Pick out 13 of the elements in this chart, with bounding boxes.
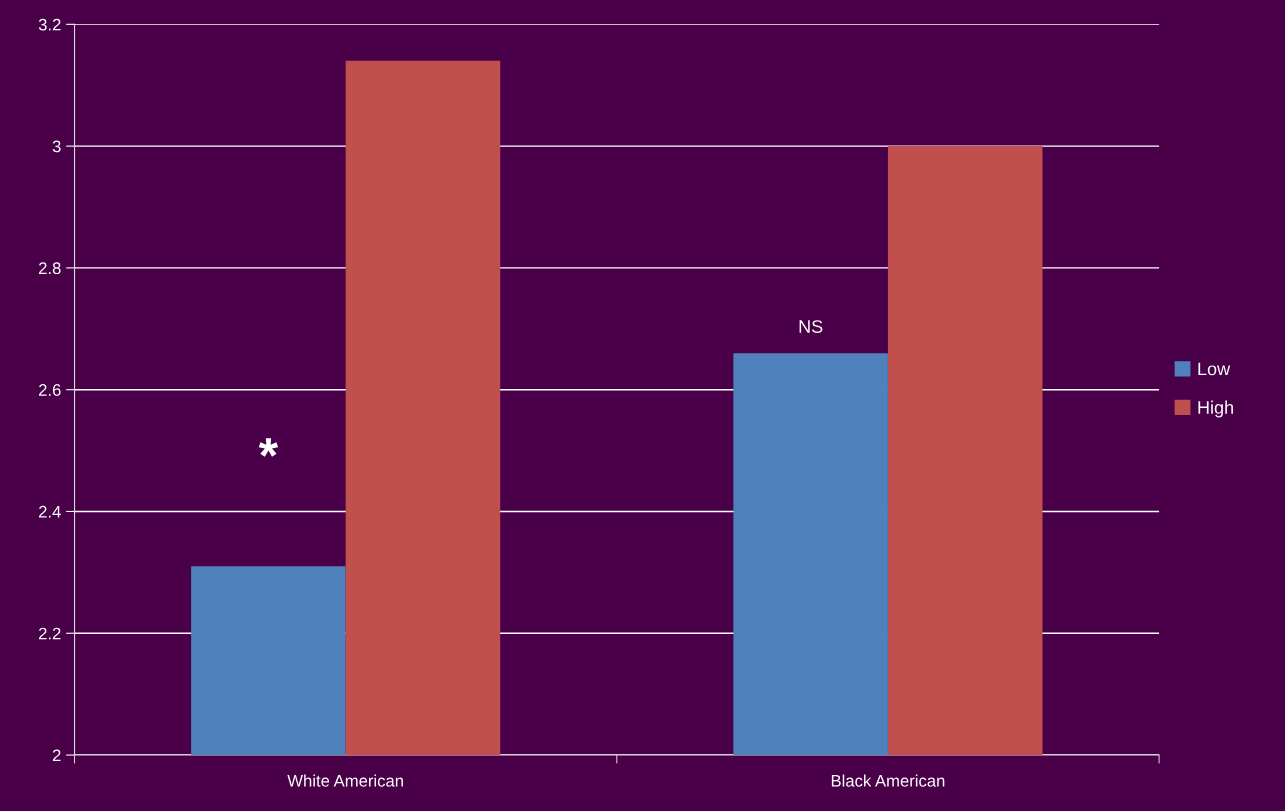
y-tick-label: 2.8 [39,262,61,275]
y-tick-label: 2.2 [39,627,61,640]
legend-label: Low [1198,362,1231,376]
x-tick-label: Black American [831,774,945,787]
annotation: * [258,438,279,457]
y-tick-label: 2 [52,749,61,762]
y-tick-label: 3 [52,140,61,153]
y-tick-label: 2.4 [39,505,61,518]
legend-label: High [1198,400,1233,418]
annotation: NS [799,320,823,333]
y-tick-label: 3.2 [38,18,61,31]
x-tick-label: White American [287,774,403,787]
y-tick-label: 2.6 [39,384,61,396]
